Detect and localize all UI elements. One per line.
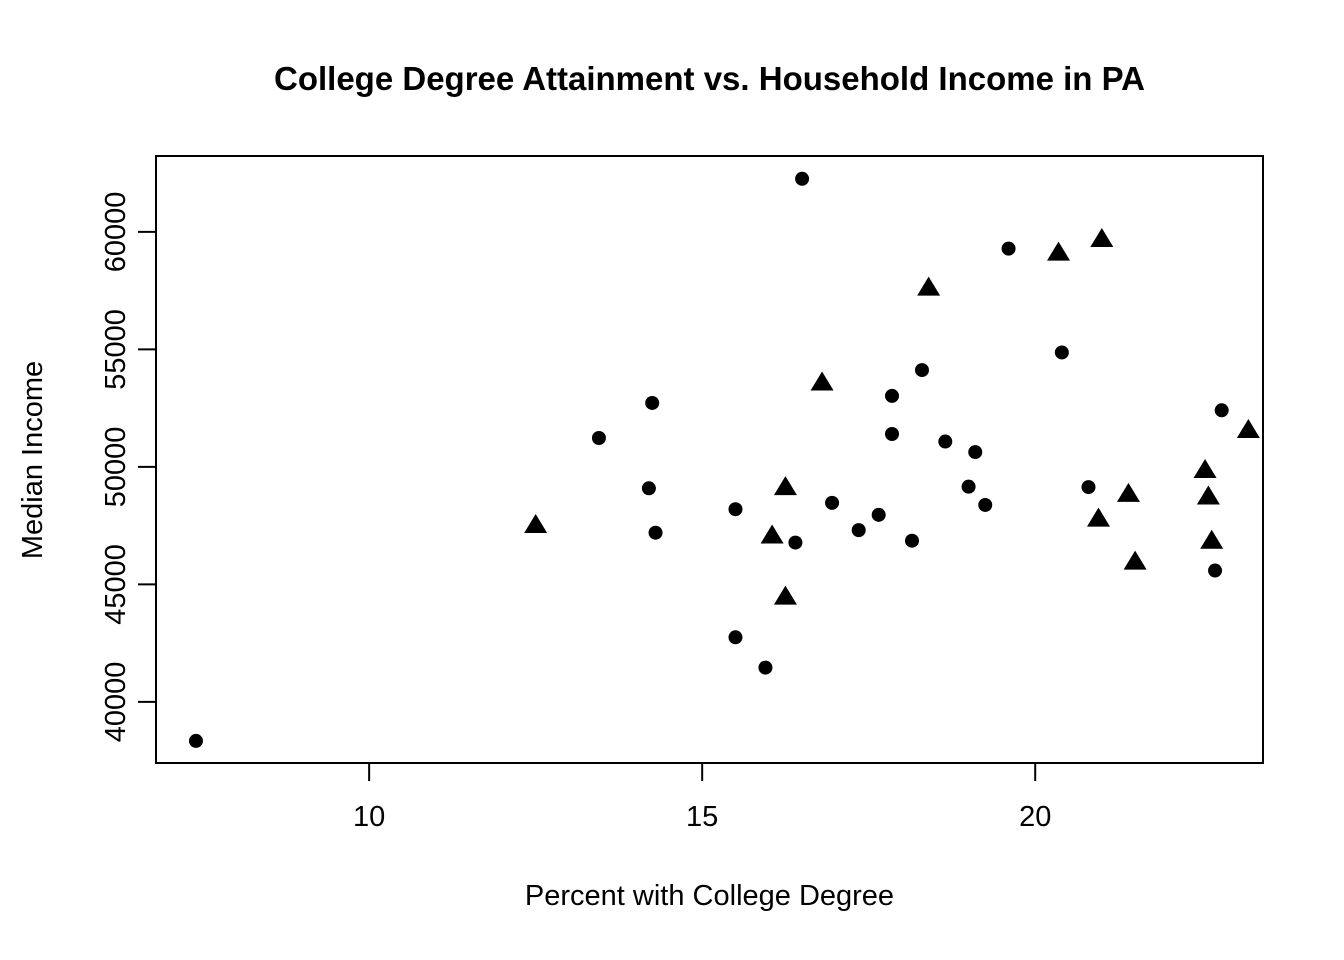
data-point-circle <box>885 388 900 403</box>
data-point-triangle <box>773 585 797 605</box>
data-point-circle <box>938 434 953 449</box>
data-point-circle <box>1214 403 1229 418</box>
data-point-circle <box>795 171 810 186</box>
y-axis-tick-label: 60000 <box>100 192 132 273</box>
data-point-circle <box>885 427 900 442</box>
data-point-triangle <box>760 524 784 544</box>
data-point-triangle <box>1236 419 1260 439</box>
x-axis-label: Percent with College Degree <box>524 880 895 912</box>
y-axis-tick-label: 45000 <box>100 544 132 625</box>
data-point-circle <box>904 533 919 548</box>
x-axis-tick-label: 15 <box>686 801 718 833</box>
data-point-triangle <box>1090 227 1114 247</box>
y-axis-tick-label: 55000 <box>100 309 132 390</box>
data-point-triangle <box>810 371 834 391</box>
data-point-triangle <box>917 276 941 296</box>
data-point-circle <box>1001 241 1016 256</box>
data-point-triangle <box>1047 241 1071 261</box>
data-point-circle <box>188 733 203 748</box>
y-axis-label: Median Income <box>17 360 49 560</box>
data-point-circle <box>728 630 743 645</box>
x-axis-tick-label: 10 <box>353 801 385 833</box>
data-point-triangle <box>1193 458 1217 478</box>
data-point-triangle <box>1123 550 1147 570</box>
data-point-circle <box>641 481 656 496</box>
data-point-triangle <box>1086 507 1110 527</box>
data-point-circle <box>1081 480 1096 495</box>
data-point-circle <box>1208 563 1223 578</box>
data-point-circle <box>788 535 803 550</box>
data-point-circle <box>591 430 606 445</box>
data-point-triangle <box>1200 529 1224 549</box>
data-point-triangle <box>773 476 797 496</box>
data-point-triangle <box>1116 482 1140 502</box>
data-point-triangle <box>524 513 548 533</box>
data-point-circle <box>968 445 983 460</box>
data-point-circle <box>648 525 663 540</box>
data-point-circle <box>758 660 773 675</box>
data-point-circle <box>825 495 840 510</box>
x-axis-tick-label: 20 <box>1019 801 1051 833</box>
data-point-circle <box>728 502 743 517</box>
data-point-circle <box>851 523 866 538</box>
data-point-circle <box>961 479 976 494</box>
data-point-triangle <box>1196 485 1220 505</box>
y-axis-tick-label: 40000 <box>100 662 132 743</box>
data-point-circle <box>914 363 929 378</box>
data-point-circle <box>871 507 886 522</box>
y-axis-tick-label: 50000 <box>100 427 132 508</box>
data-point-circle <box>645 395 660 410</box>
data-point-circle <box>1054 345 1069 360</box>
chart-title: College Degree Attainment vs. Household … <box>274 60 1145 97</box>
plot-border <box>155 155 1264 764</box>
data-point-circle <box>978 497 993 512</box>
